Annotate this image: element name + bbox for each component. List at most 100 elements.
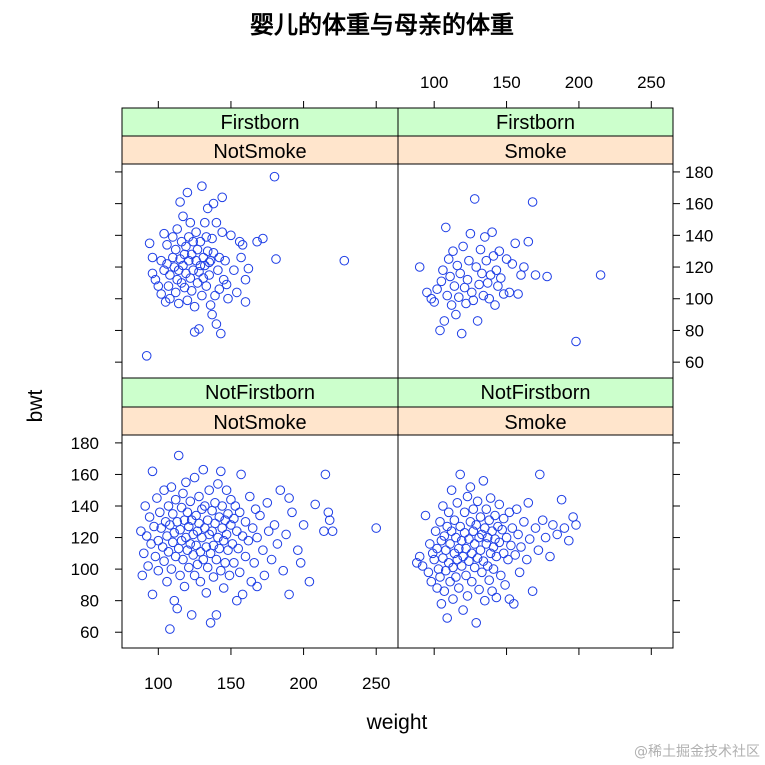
data-point xyxy=(493,281,503,291)
data-point xyxy=(224,570,235,581)
data-point xyxy=(170,244,181,255)
data-point xyxy=(461,543,471,554)
data-point xyxy=(472,496,483,507)
data-point xyxy=(211,610,222,620)
data-point xyxy=(182,295,193,306)
data-point xyxy=(472,316,483,326)
data-point xyxy=(477,529,487,540)
data-point xyxy=(304,576,315,587)
data-point xyxy=(552,529,563,540)
data-point xyxy=(498,548,509,559)
data-point xyxy=(485,270,496,280)
data-point xyxy=(498,289,509,299)
data-point xyxy=(469,194,480,204)
data-point xyxy=(564,535,574,546)
data-point xyxy=(245,491,255,502)
data-point xyxy=(371,523,382,533)
data-point xyxy=(223,545,233,556)
data-point xyxy=(175,197,185,207)
x-axis-label: weight xyxy=(366,711,428,734)
panels: FirstbornNotSmokeFirstbornSmokeNotFirstb… xyxy=(121,107,674,649)
data-point xyxy=(207,505,217,516)
data-point xyxy=(488,542,499,552)
data-point xyxy=(490,510,500,521)
data-point xyxy=(462,491,473,502)
data-point xyxy=(487,586,497,597)
data-point xyxy=(139,548,149,559)
data-point xyxy=(197,504,207,515)
data-point xyxy=(485,493,496,503)
data-point xyxy=(214,252,225,263)
data-point xyxy=(186,610,197,620)
data-point xyxy=(467,287,477,298)
data-point xyxy=(166,564,177,574)
data-point xyxy=(516,270,526,280)
data-point xyxy=(240,297,251,307)
y-tick-label-left: 180 xyxy=(71,434,99,453)
data-point xyxy=(443,254,454,264)
data-point xyxy=(202,246,213,256)
data-point xyxy=(178,554,188,565)
data-point xyxy=(208,198,219,209)
data-point xyxy=(194,491,204,502)
data-point xyxy=(339,255,350,266)
data-point xyxy=(218,274,229,285)
data-point xyxy=(163,547,174,557)
data-point xyxy=(237,240,248,250)
x-tick-label-bottom: 250 xyxy=(362,674,390,693)
data-point xyxy=(234,507,245,518)
data-point xyxy=(159,228,169,239)
data-point xyxy=(147,589,158,600)
data-point xyxy=(507,259,518,269)
y-tick-label-right: 60 xyxy=(685,353,704,372)
data-point xyxy=(442,290,453,301)
data-point xyxy=(189,472,200,483)
data-point xyxy=(287,507,297,518)
data-point xyxy=(324,515,335,526)
strip-label-parity: Firstborn xyxy=(221,112,300,134)
data-point xyxy=(184,562,194,573)
data-point xyxy=(227,539,238,549)
data-point xyxy=(192,244,203,255)
data-point xyxy=(414,262,425,272)
data-point xyxy=(192,559,203,570)
data-point xyxy=(456,561,467,571)
data-point xyxy=(216,466,226,477)
data-point xyxy=(191,540,201,551)
data-point xyxy=(420,510,431,521)
data-point xyxy=(423,567,434,578)
data-point xyxy=(200,501,210,511)
data-point xyxy=(246,576,257,587)
data-point xyxy=(451,572,461,582)
strip-label-parity: NotFirstborn xyxy=(480,382,590,404)
data-point xyxy=(435,517,445,527)
data-point xyxy=(194,324,204,334)
x-tick-label-bottom: 150 xyxy=(217,674,245,693)
data-point xyxy=(496,273,506,283)
data-point xyxy=(436,535,447,546)
data-point xyxy=(182,507,193,518)
data-point xyxy=(477,567,487,578)
data-point xyxy=(204,270,214,280)
panel-plot-area xyxy=(121,434,399,649)
data-point xyxy=(201,281,212,291)
y-tick-label-left: 80 xyxy=(80,592,99,611)
data-point xyxy=(435,325,445,336)
data-point xyxy=(141,351,152,361)
data-point xyxy=(438,553,448,563)
data-point xyxy=(475,545,486,556)
data-point xyxy=(484,293,495,304)
data-point xyxy=(507,523,518,533)
data-point xyxy=(198,464,209,475)
data-point xyxy=(232,595,242,606)
data-point xyxy=(217,501,227,511)
data-point xyxy=(429,554,440,565)
data-point xyxy=(474,279,484,290)
data-point xyxy=(214,512,225,522)
data-point xyxy=(438,265,448,276)
right-y-axis: 60 80 100 120 140 160 180 xyxy=(673,163,713,633)
data-point xyxy=(240,274,251,285)
data-point xyxy=(169,595,180,606)
data-point xyxy=(436,599,447,609)
data-point xyxy=(218,535,229,546)
